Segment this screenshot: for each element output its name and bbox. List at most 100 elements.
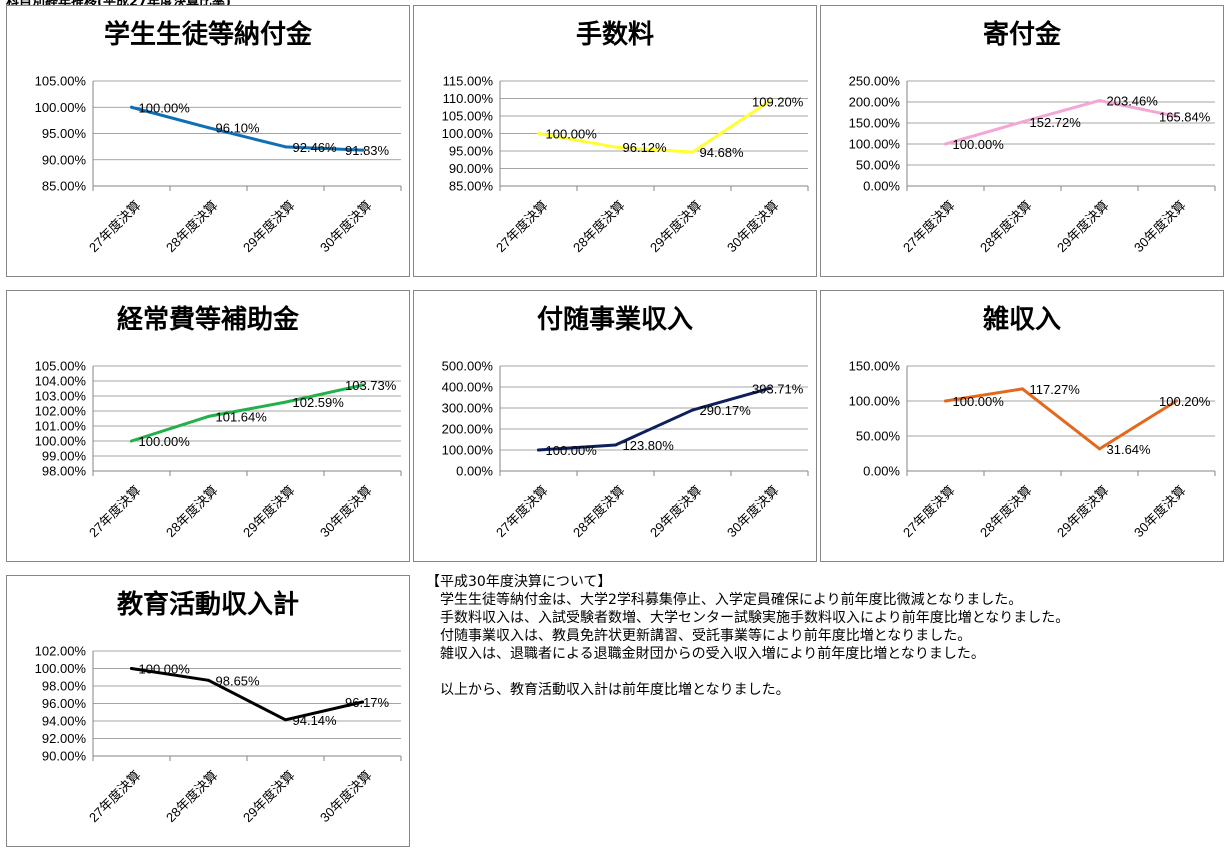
x-tick-label: 29年度決算 (240, 198, 298, 256)
data-point (1175, 114, 1178, 118)
y-tick-label: 100.00% (849, 394, 901, 409)
notes-line: 学生生徒等納付金は、大学2学科募集停止、入学定員確保により前年度比微減となりまし… (426, 592, 1023, 608)
y-tick-label: 115.00% (443, 74, 494, 89)
y-tick-label: 150.00% (849, 116, 901, 131)
data-label: 94.14% (293, 713, 338, 728)
data-label: 98.65% (216, 673, 261, 688)
y-tick-label: 100.00% (442, 443, 494, 458)
y-tick-label: 85.00% (449, 179, 494, 194)
y-tick-label: 100.00% (35, 434, 87, 449)
data-point (284, 718, 287, 722)
data-label: 31.64% (1107, 442, 1152, 457)
y-tick-label: 105.00% (35, 359, 87, 374)
data-point (361, 148, 364, 152)
y-tick-label: 50.00% (856, 429, 901, 444)
series-line (130, 667, 364, 722)
data-point (768, 99, 771, 103)
x-tick-label: 27年度決算 (86, 768, 144, 826)
x-tick-label: 29年度決算 (1054, 198, 1112, 256)
data-point (130, 439, 133, 443)
chart-panel-subsidies: 経常費等補助金 98.00% 99.00% 100.00% 101.00% 102.00… (6, 290, 410, 562)
data-point (361, 700, 364, 704)
x-tick-label: 30年度決算 (317, 483, 375, 541)
data-label: 100.00% (546, 443, 598, 458)
data-label: 100.00% (139, 434, 191, 449)
data-point (537, 132, 540, 135)
y-tick-label: 96.00% (42, 696, 87, 711)
x-tick-label: 27年度決算 (86, 198, 144, 256)
data-label: 103.73% (345, 378, 397, 393)
y-tick-label: 99.00% (42, 449, 87, 464)
y-tick-label: 0.00% (863, 464, 900, 479)
x-tick-label: 28年度決算 (163, 198, 221, 256)
notes-line: 付随事業収入は、教員免許状更新講習、受託事業等により前年度比増となりました。 (426, 628, 972, 644)
x-tick-label: 28年度決算 (570, 198, 628, 256)
data-point (1098, 447, 1101, 451)
x-tick-label: 29年度決算 (240, 768, 298, 826)
chart-donations: 0.00% 50.00% 100.00% 150.00% 200.00% 250.00% 2… (849, 74, 1216, 256)
y-tick-label: 95.00% (449, 144, 494, 159)
data-point (284, 145, 287, 149)
data-label: 100.20% (1159, 394, 1211, 409)
x-tick-label: 28年度決算 (977, 198, 1035, 256)
y-tick-label: 250.00% (849, 74, 901, 89)
notes-line: 雑収入は、退職者による退職金財団からの受入収入増により前年度比増となりました。 (426, 646, 985, 662)
y-tick-label: 300.00% (442, 401, 494, 416)
data-point (1021, 120, 1024, 124)
y-tick-label: 110.00% (443, 91, 494, 106)
x-tick-label: 27年度決算 (493, 483, 551, 541)
y-tick-label: 102.00% (35, 404, 87, 419)
data-point (614, 145, 617, 149)
chart-fees: 85.00% 90.00% 95.00% 100.00% 105.00% 110.00% 1… (442, 74, 809, 256)
series-line (130, 383, 364, 443)
data-label: 393.71% (752, 381, 804, 396)
chart-title: 教育活動収入計 (116, 590, 299, 620)
x-tick-label: 29年度決算 (240, 483, 298, 541)
notes-line: 手数料収入は、入試受験者数増、大学センター試験実施手数料収入により前年度比増とな… (426, 610, 1070, 626)
y-tick-label: 50.00% (856, 158, 901, 173)
y-tick-label: 150.00% (849, 359, 901, 374)
series-line (944, 387, 1178, 451)
chart-panel-tuition: 学生生徒等納付金 85.00% 90.00% 95.00% 100.00% 105.00… (6, 5, 410, 277)
x-tick-label: 30年度決算 (317, 198, 375, 256)
series-line (537, 386, 771, 452)
x-tick-label: 28年度決算 (977, 483, 1035, 541)
y-tick-label: 100.00% (35, 661, 87, 676)
data-label: 109.20% (752, 94, 804, 109)
chart-panel-donations: 寄付金 0.00% 50.00% 100.00% 150.00% 200.00% 250.… (820, 5, 1224, 277)
x-tick-label: 29年度決算 (647, 198, 705, 256)
y-tick-label: 105.00% (442, 109, 494, 124)
x-tick-label: 30年度決算 (317, 768, 375, 826)
y-tick-label: 92.00% (42, 731, 87, 746)
x-tick-label: 28年度決算 (570, 483, 628, 541)
x-tick-label: 30年度決算 (724, 198, 782, 256)
y-tick-label: 95.00% (42, 126, 87, 141)
x-tick-label: 28年度決算 (163, 483, 221, 541)
x-tick-label: 29年度決算 (647, 483, 705, 541)
data-label: 91.83% (345, 143, 390, 158)
y-tick-label: 103.00% (35, 389, 87, 404)
x-tick-label: 27年度決算 (900, 483, 958, 541)
series-line (130, 105, 364, 152)
notes-section: 【平成30年度決算について】 学生生徒等納付金は、大学2学科募集停止、入学定員確… (426, 573, 1216, 699)
data-label: 92.46% (293, 140, 338, 155)
chart-panel-fees: 手数料 85.00% 90.00% 95.00% 100.00% 105.00% 110.… (413, 5, 817, 277)
data-point (207, 678, 210, 682)
data-label: 100.00% (139, 100, 191, 115)
data-label: 290.17% (700, 403, 752, 418)
y-tick-label: 101.00% (35, 419, 87, 434)
data-label: 152.72% (1030, 115, 1082, 130)
chart-panel-total: 教育活動収入計 90.00% 92.00% 94.00% 96.00% 98.00% 10… (6, 575, 410, 847)
y-tick-label: 0.00% (456, 464, 493, 479)
data-point (207, 126, 210, 130)
y-tick-label: 100.00% (849, 137, 901, 152)
chart-title: 経常費等補助金 (116, 305, 299, 335)
data-label: 102.59% (293, 395, 345, 410)
data-point (944, 142, 947, 146)
data-point (207, 414, 210, 418)
data-point (691, 150, 694, 154)
notes-heading: 【平成30年度決算について】 (426, 574, 612, 590)
notes-line: 以上から、教育活動収入計は前年度比増となりました。 (426, 682, 790, 698)
data-label: 123.80% (623, 438, 675, 453)
data-label: 100.00% (953, 394, 1005, 409)
